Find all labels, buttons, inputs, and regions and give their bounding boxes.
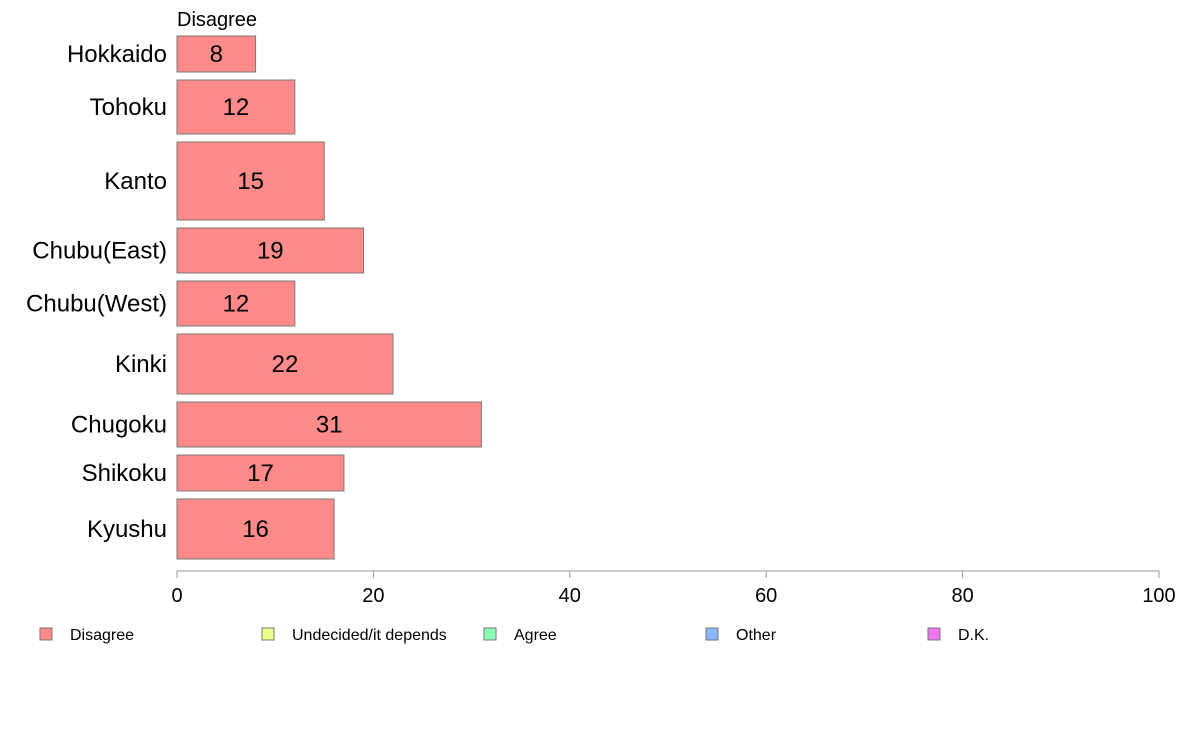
x-tick-label: 100: [1142, 585, 1175, 607]
bar-value-label: 19: [257, 238, 284, 265]
legend-swatch: [39, 627, 53, 641]
category-label: Kanto: [104, 168, 167, 195]
bar-shikoku: [176, 454, 345, 492]
bar-chubu-west-: [176, 280, 296, 327]
bar-kyushu: [176, 498, 335, 560]
bar-value-label: 31: [316, 412, 343, 439]
x-tick-label: 40: [559, 585, 581, 607]
bar-value-label: 16: [242, 516, 269, 543]
category-label: Chubu(East): [32, 238, 167, 265]
legend-label: Other: [736, 627, 777, 644]
x-tick-label: 60: [755, 585, 777, 607]
x-tick-label: 20: [362, 585, 384, 607]
bar-value-label: 12: [223, 94, 250, 121]
bar-tohoku: [176, 79, 296, 135]
bar-value-label: 22: [272, 351, 299, 378]
bar-value-label: 17: [247, 460, 274, 487]
bar-hokkaido: [176, 35, 257, 73]
bar-value-label: 12: [223, 291, 250, 318]
bar-kanto: [176, 141, 325, 221]
category-label: Tohoku: [90, 94, 167, 121]
legend-swatch: [927, 627, 941, 641]
legend-label: Agree: [514, 627, 557, 644]
category-label: Chugoku: [71, 412, 167, 439]
legend-swatch: [705, 627, 719, 641]
bar-chugoku: [176, 401, 482, 448]
legend-label: D.K.: [958, 627, 989, 644]
category-label: Hokkaido: [67, 41, 167, 68]
bar-kinki: [176, 333, 394, 395]
legend-swatch: [261, 627, 275, 641]
category-label: Kyushu: [87, 516, 167, 543]
bar-value-label: 8: [210, 41, 223, 68]
category-label: Chubu(West): [26, 291, 167, 318]
x-tick-label: 0: [171, 585, 182, 607]
bar-chubu-east-: [176, 227, 365, 274]
x-tick-label: 80: [951, 585, 973, 607]
x-axis: 0 20 40 60 80 100: [171, 570, 1176, 607]
category-label: Shikoku: [82, 460, 167, 487]
bar-value-label: 15: [237, 168, 264, 195]
panel-label: Disagree: [177, 9, 257, 31]
legend: Disagree Undecided/it depends Agree Other D.…: [39, 627, 989, 644]
plot-area: 8 Hokkaido 12 Tohoku 15 Kanto 19 Chubu(East) 12 C…: [26, 35, 482, 560]
category-label: Kinki: [115, 351, 167, 378]
legend-label: Disagree: [70, 627, 134, 644]
legend-swatch: [483, 627, 497, 641]
legend-label: Undecided/it depends: [292, 627, 447, 644]
